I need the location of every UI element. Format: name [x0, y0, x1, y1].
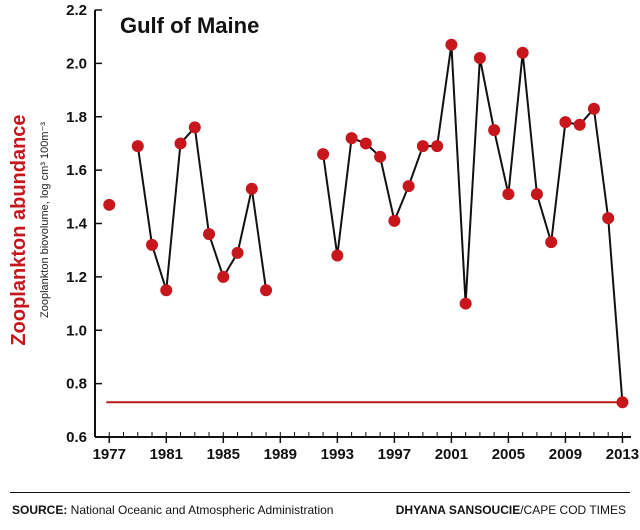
y-axis-label: Zooplankton abundance	[8, 114, 30, 345]
data-point	[587, 102, 600, 115]
y-tick-label: 1.2	[66, 269, 87, 286]
y-tick-label: 1.4	[66, 216, 88, 233]
data-point	[131, 140, 144, 153]
x-tick-label: 2013	[606, 446, 639, 463]
source-text: National Oceanic and Atmospheric Adminis…	[67, 503, 334, 517]
y-tick-label: 0.6	[66, 429, 87, 446]
data-point	[602, 212, 615, 225]
y-tick-label: 0.8	[66, 376, 87, 393]
data-point	[317, 148, 330, 161]
data-point	[516, 46, 529, 59]
data-point	[345, 132, 358, 145]
data-point	[473, 52, 486, 65]
data-point	[616, 396, 629, 409]
x-tick-label: 2009	[549, 446, 582, 463]
x-tick-label: 1997	[378, 446, 411, 463]
credit-org: /CAPE COD TIMES	[520, 503, 626, 517]
data-point	[559, 116, 572, 129]
chart: 0.6 0.8 1.0 1.2 1.4 1.6 1.8 2.0 2.2 1977 1981 1985 1…	[8, 2, 639, 463]
data-point	[174, 137, 187, 150]
chart-title: Gulf of Maine	[120, 13, 259, 38]
x-tick-label: 2005	[492, 446, 525, 463]
data-point	[103, 198, 116, 211]
series-line	[322, 44, 624, 403]
x-tick-label: 1985	[207, 446, 240, 463]
data-point	[573, 118, 586, 131]
credit-note: DHYANA SANSOUCIE/CAPE COD TIMES	[396, 503, 626, 517]
data-point	[359, 137, 372, 150]
data-point	[402, 180, 415, 193]
x-tick-label: 1981	[150, 446, 183, 463]
x-tick-label: 2001	[435, 446, 468, 463]
data-point	[388, 214, 401, 227]
data-point	[260, 284, 273, 297]
source-label: SOURCE:	[12, 503, 68, 517]
source-note: SOURCE: National Oceanic and Atmospheric…	[12, 503, 333, 517]
data-point	[331, 249, 344, 262]
data-point	[188, 121, 201, 134]
data-point	[431, 140, 444, 153]
data-point	[545, 236, 558, 249]
x-tick-label: 1989	[264, 446, 297, 463]
y-tick-label: 2.2	[66, 2, 87, 19]
data-point	[530, 188, 543, 201]
y-tick-label: 1.6	[66, 162, 87, 179]
y-axis-sublabel: Zooplankton biovolume, log cm³ 100m⁻³	[39, 122, 51, 318]
y-tick-label: 1.8	[66, 109, 87, 126]
data-point	[502, 188, 515, 201]
series-line	[136, 125, 268, 291]
data-point	[459, 297, 472, 310]
footer-rule	[10, 492, 630, 493]
y-tick-label: 1.0	[66, 322, 87, 339]
x-tick-label: 1993	[321, 446, 354, 463]
data-point	[245, 182, 258, 195]
data-point	[374, 150, 387, 163]
data-point	[160, 284, 173, 297]
data-point	[416, 140, 429, 153]
data-point	[445, 38, 458, 51]
y-tick-label: 2.0	[66, 55, 87, 72]
data-point	[203, 228, 216, 241]
data-point	[146, 238, 159, 251]
x-tick-label: 1977	[93, 446, 126, 463]
data-point	[231, 246, 244, 259]
data-point	[488, 124, 501, 137]
credit-name: DHYANA SANSOUCIE	[395, 503, 521, 517]
data-point	[217, 270, 230, 283]
